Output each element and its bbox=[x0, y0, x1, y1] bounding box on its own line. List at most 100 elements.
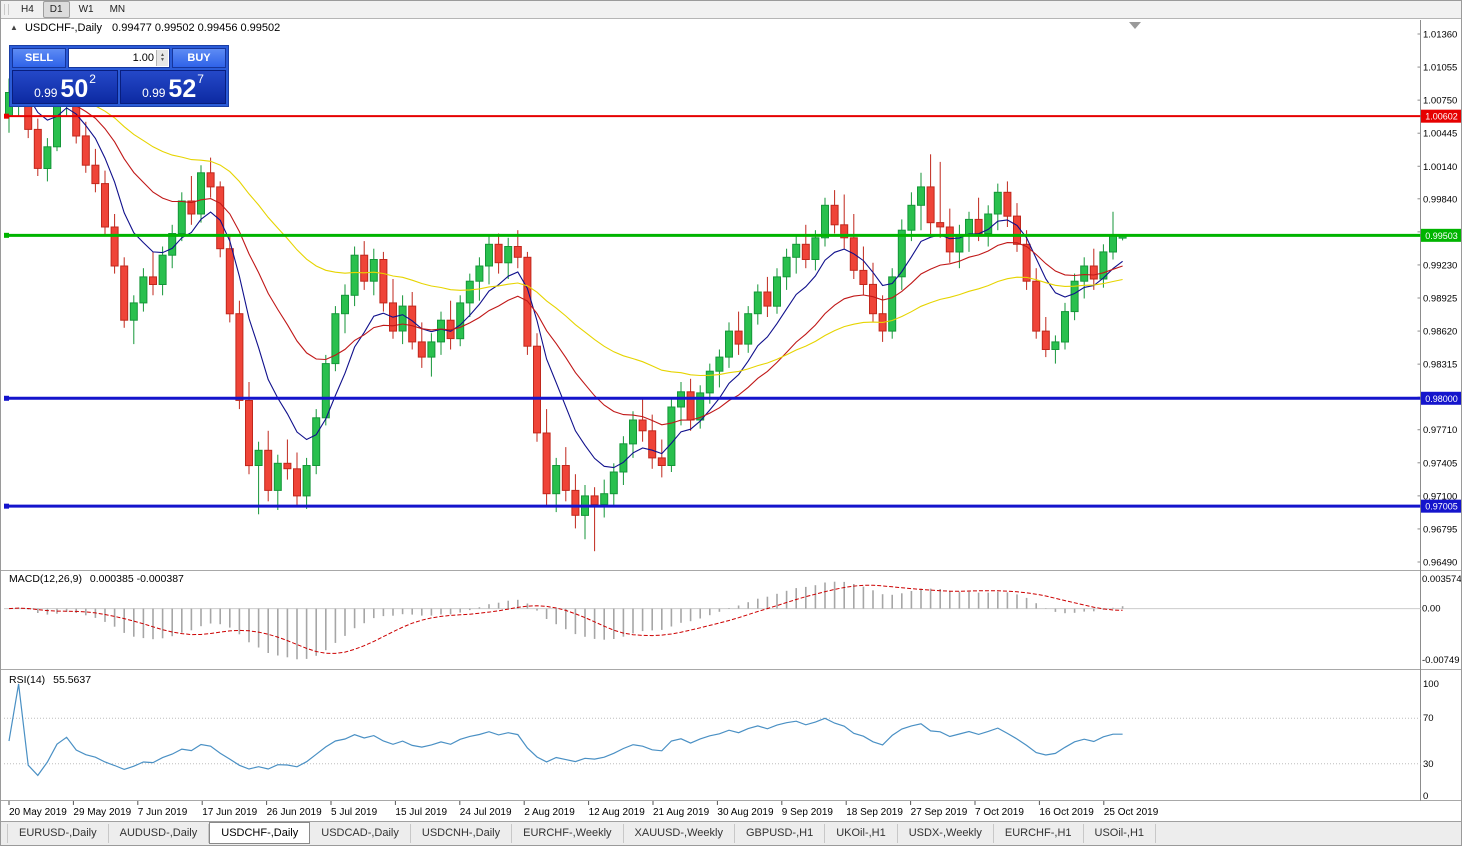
svg-text:17 Jun 2019: 17 Jun 2019 bbox=[202, 807, 257, 818]
svg-text:1.00445: 1.00445 bbox=[1423, 129, 1457, 140]
svg-text:2 Aug 2019: 2 Aug 2019 bbox=[524, 807, 575, 818]
svg-text:15 Jul 2019: 15 Jul 2019 bbox=[395, 807, 447, 818]
volume-value: 1.00 bbox=[132, 52, 154, 64]
svg-text:1.00602: 1.00602 bbox=[1425, 112, 1458, 122]
chart-tab-usdcad-daily[interactable]: USDCAD-,Daily bbox=[310, 824, 411, 843]
svg-text:24 Jul 2019: 24 Jul 2019 bbox=[460, 807, 512, 818]
svg-text:0.96490: 0.96490 bbox=[1423, 558, 1457, 569]
rsi-line bbox=[8, 683, 1123, 777]
chart-tab-usoil-h1[interactable]: USOil-,H1 bbox=[1084, 824, 1157, 843]
chart-tab-eurchf-weekly[interactable]: EURCHF-,Weekly bbox=[512, 824, 624, 843]
svg-text:0.97100: 0.97100 bbox=[1423, 491, 1457, 502]
chart-tab-usdx-weekly[interactable]: USDX-,Weekly bbox=[898, 824, 994, 843]
svg-text:16 Oct 2019: 16 Oct 2019 bbox=[1039, 807, 1094, 818]
svg-text:0.97005: 0.97005 bbox=[1425, 502, 1458, 512]
rsi-label: RSI(14) bbox=[9, 674, 46, 686]
svg-text:29 May 2019: 29 May 2019 bbox=[73, 807, 131, 818]
chart-ohlc-values: 0.99477 0.99502 0.99456 0.99502 bbox=[112, 22, 281, 34]
one-click-collapse-icon[interactable]: ▲ bbox=[10, 23, 18, 32]
macd-histogram bbox=[17, 581, 1124, 660]
svg-text:0.99503: 0.99503 bbox=[1425, 231, 1458, 241]
buy-button[interactable]: BUY bbox=[172, 48, 226, 68]
buy-price-sup: 7 bbox=[197, 72, 204, 86]
svg-text:100: 100 bbox=[1423, 679, 1439, 690]
volume-spinner[interactable]: ▲ ▼ bbox=[156, 50, 168, 66]
spinner-up-icon[interactable]: ▲ bbox=[160, 52, 165, 58]
macd-indicator-title: MACD(12,26,9) 0.000385 -0.000387 bbox=[9, 573, 184, 585]
svg-text:5 Jul 2019: 5 Jul 2019 bbox=[331, 807, 378, 818]
macd-values: 0.000385 -0.000387 bbox=[89, 573, 184, 585]
chart-tab-eurchf-h1[interactable]: EURCHF-,H1 bbox=[994, 824, 1084, 843]
ma-line-45 bbox=[8, 90, 1123, 377]
svg-text:0.99230: 0.99230 bbox=[1423, 260, 1457, 271]
svg-text:21 Aug 2019: 21 Aug 2019 bbox=[653, 807, 710, 818]
chart-tab-audusd-daily[interactable]: AUDUSD-,Daily bbox=[109, 824, 210, 843]
svg-text:1.01360: 1.01360 bbox=[1423, 30, 1457, 41]
sell-price-big: 50 bbox=[60, 75, 89, 103]
svg-text:9 Sep 2019: 9 Sep 2019 bbox=[782, 807, 834, 818]
macd-label: MACD(12,26,9) bbox=[9, 573, 82, 585]
macd-axis[interactable]: 0.003574 0.00 -0.00749 bbox=[1422, 574, 1462, 666]
svg-text:0.003574: 0.003574 bbox=[1422, 574, 1462, 585]
svg-text:25 Oct 2019: 25 Oct 2019 bbox=[1104, 807, 1159, 818]
chart-tab-usdchf-daily[interactable]: USDCHF-,Daily bbox=[209, 821, 311, 844]
svg-text:0.96795: 0.96795 bbox=[1423, 524, 1457, 535]
sell-price-display[interactable]: 0.99 50 2 bbox=[12, 70, 118, 104]
rsi-indicator-title: RSI(14) 55.5637 bbox=[9, 674, 91, 686]
buy-price-big: 52 bbox=[168, 75, 197, 103]
timeframe-toolbar: H4 D1 W1 MN bbox=[1, 1, 1461, 19]
sell-button[interactable]: SELL bbox=[12, 48, 66, 68]
svg-text:0.98315: 0.98315 bbox=[1423, 360, 1457, 371]
svg-text:30: 30 bbox=[1423, 759, 1434, 770]
svg-text:0.99840: 0.99840 bbox=[1423, 194, 1457, 205]
svg-text:0.97405: 0.97405 bbox=[1423, 458, 1457, 469]
svg-text:1.00140: 1.00140 bbox=[1423, 162, 1457, 173]
rsi-value: 55.5637 bbox=[53, 674, 92, 686]
svg-text:7 Jun 2019: 7 Jun 2019 bbox=[138, 807, 188, 818]
sell-price-prefix: 0.99 bbox=[34, 86, 58, 100]
chart-tab-usdcnh-daily[interactable]: USDCNH-,Daily bbox=[411, 824, 513, 843]
level-lines[interactable]: 1.00602 0.99503 0.98000 0.97005 bbox=[4, 109, 1462, 513]
svg-text:0.00: 0.00 bbox=[1422, 604, 1441, 615]
chart-tab-bar: EURUSD-,Daily AUDUSD-,Daily USDCHF-,Daily U… bbox=[1, 821, 1461, 845]
svg-text:-0.00749: -0.00749 bbox=[1422, 655, 1460, 666]
macd-signal-line bbox=[8, 584, 1123, 654]
timeframe-button-h4[interactable]: H4 bbox=[21, 4, 34, 15]
time-axis[interactable]: 20 May 2019 29 May 2019 7 Jun 2019 17 Jun 2… bbox=[8, 801, 1159, 818]
timeframe-buttons: H4 D1 W1 MN bbox=[14, 1, 132, 18]
toolbar-grip[interactable] bbox=[4, 4, 9, 15]
chart-tab-gbpusd-h1[interactable]: GBPUSD-,H1 bbox=[735, 824, 826, 843]
ma-line-20 bbox=[8, 89, 1123, 426]
svg-text:20 May 2019: 20 May 2019 bbox=[9, 807, 67, 818]
chart-title: ▲ USDCHF-,Daily 0.99477 0.99502 0.99456 … bbox=[10, 22, 280, 34]
svg-text:0: 0 bbox=[1423, 791, 1428, 802]
chart-background[interactable] bbox=[1, 19, 1462, 823]
timeframe-button-d1[interactable]: D1 bbox=[42, 1, 70, 18]
chart-tab-eurusd-daily[interactable]: EURUSD-,Daily bbox=[7, 824, 109, 843]
buy-price-display[interactable]: 0.99 52 7 bbox=[120, 70, 226, 104]
sell-price-sup: 2 bbox=[89, 72, 96, 86]
svg-text:0.97710: 0.97710 bbox=[1423, 425, 1457, 436]
candles bbox=[5, 58, 1127, 552]
svg-text:0.98925: 0.98925 bbox=[1423, 294, 1457, 305]
timeframe-button-mn[interactable]: MN bbox=[109, 4, 126, 15]
svg-text:1.00750: 1.00750 bbox=[1423, 96, 1457, 107]
svg-text:1.01055: 1.01055 bbox=[1423, 63, 1457, 74]
buy-price-prefix: 0.99 bbox=[142, 86, 166, 100]
svg-text:70: 70 bbox=[1423, 713, 1434, 724]
svg-text:7 Oct 2019: 7 Oct 2019 bbox=[975, 807, 1024, 818]
svg-text:0.98620: 0.98620 bbox=[1423, 327, 1457, 338]
volume-input[interactable]: 1.00 ▲ ▼ bbox=[68, 48, 170, 68]
chart-tab-xauusd-weekly[interactable]: XAUUSD-,Weekly bbox=[624, 824, 735, 843]
chart-tab-ukoil-h1[interactable]: UKOil-,H1 bbox=[825, 824, 898, 843]
timeframe-button-w1[interactable]: W1 bbox=[78, 4, 94, 15]
rsi-axis[interactable]: 100 70 30 0 bbox=[1423, 679, 1439, 802]
spinner-down-icon[interactable]: ▼ bbox=[160, 57, 165, 63]
chart-symbol-label: USDCHF-,Daily bbox=[24, 22, 102, 34]
chart-shift-marker[interactable] bbox=[1129, 22, 1141, 29]
svg-text:27 Sep 2019: 27 Sep 2019 bbox=[911, 807, 968, 818]
svg-text:0.98000: 0.98000 bbox=[1425, 394, 1458, 404]
svg-text:12 Aug 2019: 12 Aug 2019 bbox=[589, 807, 646, 818]
